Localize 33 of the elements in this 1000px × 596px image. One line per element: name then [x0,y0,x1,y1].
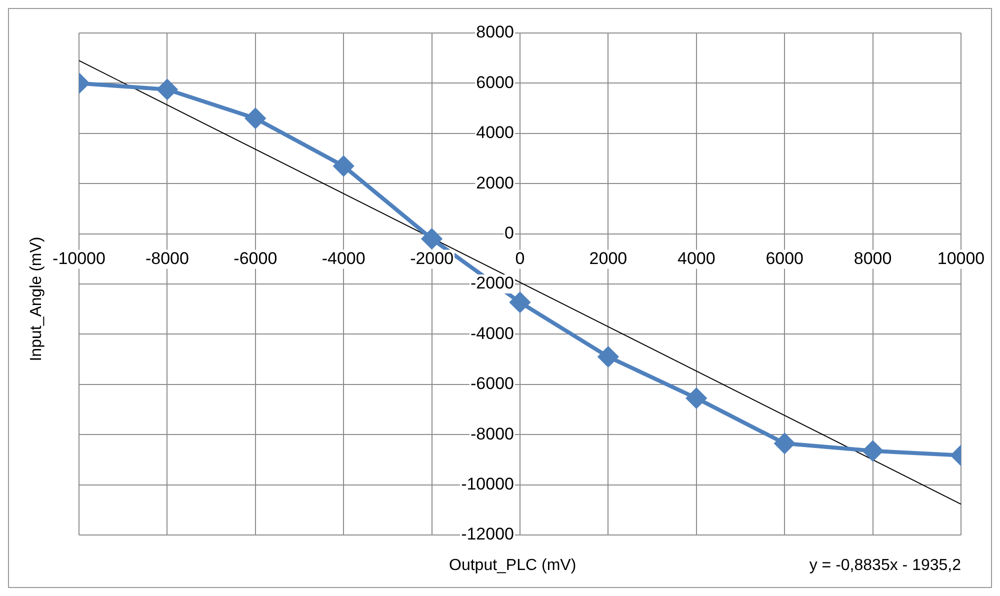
point [686,388,706,408]
y-tick-label: 0 [504,223,514,242]
point [598,346,618,367]
x-tick-label: 4000 [677,248,716,268]
point [862,440,883,461]
y-tick-label: -10000 [461,474,514,494]
x-tick-label: 6000 [766,248,804,268]
x-tick-label: -4000 [322,248,366,268]
point [157,79,178,100]
y-tick-label: 2000 [476,173,514,192]
y-tick-label: -6000 [470,374,514,394]
text: y = -0,8835x - 1935,2 [809,557,961,575]
y-tick-label: -12000 [461,524,514,544]
x-tick-label: -2000 [410,248,454,268]
y-tick-label: -2000 [470,274,514,293]
y-tick-label: -4000 [470,324,514,343]
point [774,433,795,454]
y-tick-label: 4000 [476,123,514,142]
y-tick-label: 6000 [476,72,514,92]
y-tick-label: 8000 [476,22,514,42]
x-tick-label: 2000 [589,248,628,268]
x-tick-label: 10000 [937,248,985,268]
x-tick-label: -6000 [234,248,278,268]
x-tick-label: -10000 [52,248,106,268]
x-tick-label: -8000 [145,248,189,268]
point [422,228,442,249]
x-axis-title: Output_PLC (mV) [449,557,576,575]
x-tick-label: 8000 [854,248,892,268]
y-tick-label: -8000 [470,424,514,444]
point [245,108,266,128]
point [510,292,530,312]
point [334,156,354,176]
y-axis-title: Input_Angle (mV) [28,236,46,362]
